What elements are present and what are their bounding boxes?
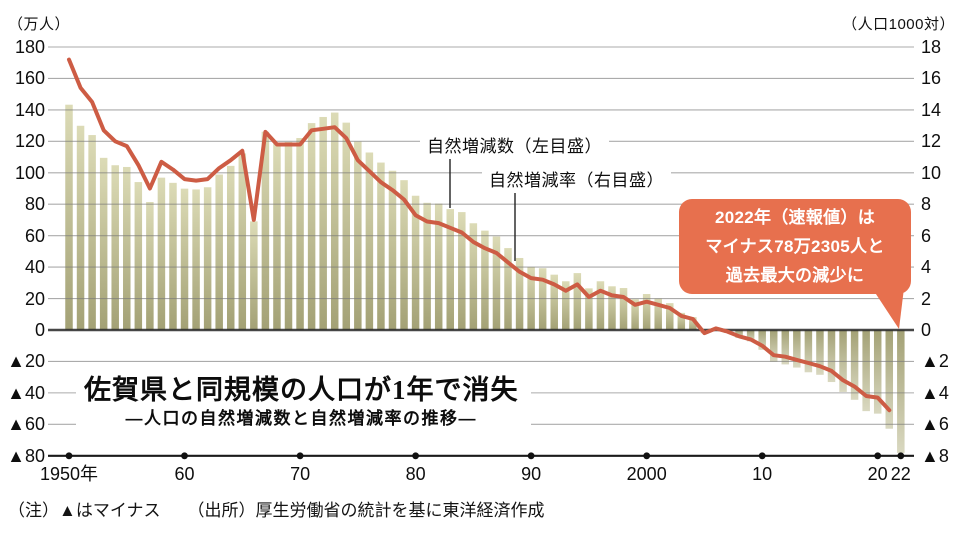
left-axis-tick: 60	[24, 225, 45, 246]
left-axis-tick: 0	[34, 320, 45, 340]
left-axis-tick: 40	[24, 257, 45, 278]
x-axis-tick: 80	[405, 464, 426, 484]
x-axis-tick: 90	[521, 464, 542, 484]
callout-annotation: 2022年（速報値）は マイナス78万2305人と 過去最大の減少に	[679, 199, 911, 294]
right-axis-tick: 16	[921, 68, 942, 89]
right-axis-tick: 6	[921, 225, 932, 246]
right-axis-tick: ▲6	[921, 414, 949, 435]
left-axis-tick: 180	[14, 37, 45, 57]
left-axis-tick: 80	[24, 194, 45, 215]
chart-title: 佐賀県と同規模の人口が1年で消失	[84, 375, 519, 405]
callout-tail	[872, 288, 904, 329]
callout-line-3: 過去最大の減少に	[725, 266, 865, 285]
source-text: （出所）厚生労働省の統計を基に東洋経済作成	[187, 501, 545, 520]
callout-line-1: 2022年（速報値）は	[714, 208, 876, 227]
right-axis-tick: 18	[921, 37, 942, 57]
x-axis-dot	[643, 452, 651, 460]
right-axis-tick: 14	[921, 99, 942, 120]
left-axis-tick: 140	[14, 99, 45, 120]
left-axis-unit: （万人）	[8, 16, 71, 33]
x-axis-tick: 60	[174, 464, 195, 484]
right-axis-tick: 8	[921, 194, 932, 215]
left-axis-tick: ▲20	[7, 351, 45, 372]
callout-line-2: マイナス78万2305人と	[705, 237, 885, 256]
right-axis-tick: 0	[921, 320, 932, 340]
source-note: （注）▲はマイナス （出所）厚生労働省の統計を基に東洋経済作成	[8, 500, 545, 522]
right-axis-tick: ▲4	[921, 382, 949, 403]
left-axis-tick: 20	[24, 288, 45, 309]
x-axis-dot	[527, 452, 535, 460]
left-axis-tick: 120	[14, 131, 45, 152]
chart-title-block: 佐賀県と同規模の人口が1年で消失 ―人口の自然増減数と自然増減率の推移―	[76, 372, 531, 432]
rate-line	[67, 57, 892, 413]
right-axis-tick: ▲8	[921, 445, 949, 466]
x-axis-dot	[412, 452, 419, 460]
x-axis-dot	[65, 452, 73, 460]
x-axis-tick: 2000	[626, 464, 667, 484]
x-axis-dot	[874, 452, 882, 460]
left-axis-tick: ▲60	[7, 414, 45, 435]
x-axis-tick: 10	[752, 464, 773, 484]
note-text: （注）▲はマイナス	[8, 501, 161, 520]
x-axis-dot	[897, 452, 905, 460]
x-axis-dot	[181, 452, 188, 460]
x-axis-tick: 20	[867, 464, 888, 484]
line-series-label: 自然増減率（右目盛）	[482, 164, 671, 193]
x-axis-tick: 70	[290, 464, 311, 484]
right-axis-tick: 12	[921, 131, 942, 152]
x-axis-tick: 22	[890, 464, 911, 484]
right-axis-tick: ▲2	[921, 351, 949, 372]
left-axis-tick: 100	[14, 162, 45, 183]
left-axis-tick: ▲80	[7, 445, 45, 466]
right-axis-unit: （人口1000対）	[842, 16, 955, 33]
chart-subtitle: ―人口の自然増減数と自然増減率の推移―	[125, 409, 477, 428]
right-axis-tick: 2	[921, 288, 932, 309]
bar-series-label: 自然増減数（左目盛）	[420, 130, 609, 159]
left-axis-tick: ▲40	[7, 382, 45, 403]
x-axis-dot	[296, 452, 304, 460]
left-axis-tick: 160	[14, 68, 45, 89]
x-axis-tick: 1950年	[39, 464, 99, 484]
x-axis-dot	[758, 452, 766, 460]
right-axis-tick: 4	[921, 257, 932, 278]
right-axis-tick: 10	[921, 162, 942, 183]
